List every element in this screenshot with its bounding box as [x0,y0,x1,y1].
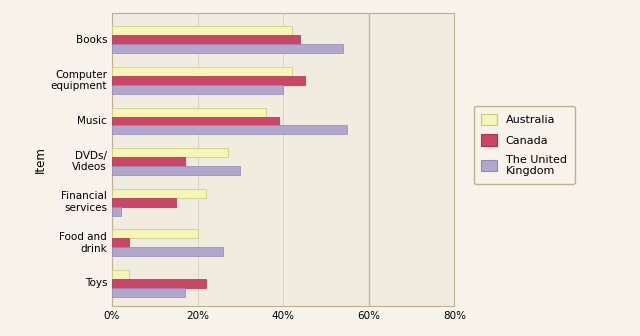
Bar [112,125,348,134]
Bar [112,108,266,117]
Bar [112,148,228,157]
Bar [112,85,284,94]
Bar [112,288,185,297]
Bar [112,67,292,76]
Bar [112,157,185,166]
Bar [112,44,343,53]
Y-axis label: Item: Item [33,146,47,173]
Bar [112,27,292,35]
Bar [112,189,206,198]
Bar [112,247,223,256]
Bar [112,229,198,238]
Bar [112,238,129,247]
Bar [112,166,241,175]
Legend: Australia, Canada, The United
Kingdom: Australia, Canada, The United Kingdom [474,106,575,184]
Bar [112,117,279,126]
Bar [112,76,305,85]
Bar [112,270,129,279]
Bar [112,207,120,216]
Bar [112,35,300,44]
Bar [112,198,176,207]
Bar [112,279,206,288]
